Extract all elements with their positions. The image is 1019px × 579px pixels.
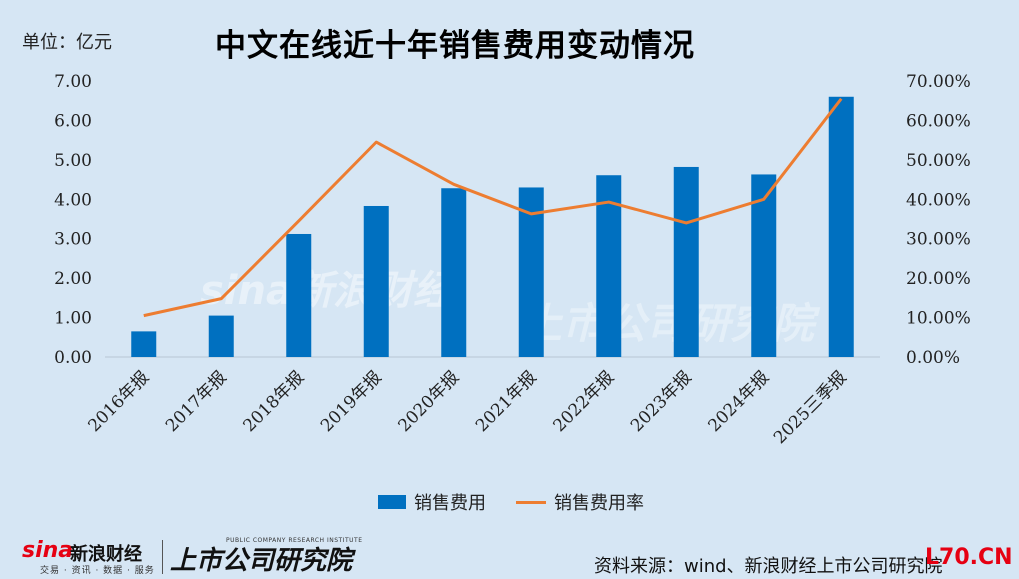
left-tick-label: 3.00 [54, 230, 92, 250]
category-label: 2017年报 [162, 367, 231, 436]
right-tick-label: 10.00% [906, 309, 971, 329]
legend-line-label: 销售费用率 [554, 493, 644, 514]
bar [131, 331, 157, 357]
research-logo: 上市公司研究院 [170, 546, 353, 576]
left-tick-label: 7.00 [54, 72, 92, 92]
bar [208, 315, 234, 357]
bar [751, 174, 777, 357]
category-label: 2022年报 [550, 367, 619, 436]
right-tick-label: 60.00% [906, 111, 971, 131]
logo-divider [162, 540, 163, 574]
category-label: 2024年报 [705, 367, 774, 436]
right-tick-label: 50.00% [906, 151, 971, 171]
rate-series-line [143, 97, 843, 318]
legend-line-swatch [516, 500, 546, 504]
legend-bar-label: 销售费用 [414, 493, 486, 514]
legend: 销售费用 销售费用率 [378, 489, 644, 515]
category-label: 2023年报 [627, 367, 696, 436]
category-label: 2019年报 [317, 367, 386, 436]
research-logo-tag: PUBLIC COMPANY RESEARCH INSTITUTE [226, 537, 363, 544]
right-tick-label: 40.00% [906, 190, 971, 210]
left-tick-label: 1.00 [54, 309, 92, 329]
legend-bar-swatch [378, 495, 406, 509]
right-tick-label: 20.00% [906, 269, 971, 289]
sina-logo: sina [22, 538, 74, 563]
left-tick-label: 4.00 [54, 190, 92, 210]
right-tick-label: 0.00% [906, 348, 960, 368]
unit-label: 单位：亿元 [22, 32, 112, 53]
left-tick-label: 0.00 [54, 348, 92, 368]
sina-logo-name: 新浪财经 [70, 544, 142, 565]
bar [828, 96, 854, 358]
bar [286, 233, 312, 357]
corner-tag: L70.CN [925, 545, 1013, 570]
right-tick-label: 30.00% [906, 230, 971, 250]
left-tick-label: 5.00 [54, 151, 92, 171]
category-label: 2021年报 [472, 367, 541, 436]
right-tick-label: 70.00% [906, 72, 971, 92]
source-note: 资料来源：wind、新浪财经上市公司研究院 [594, 556, 943, 577]
category-label: 2016年报 [85, 367, 154, 436]
category-label: 2025三季报 [770, 367, 851, 448]
bar [363, 205, 389, 357]
left-tick-label: 6.00 [54, 111, 92, 131]
category-label: 2020年报 [395, 367, 464, 436]
left-tick-label: 2.00 [54, 269, 92, 289]
sina-logo-tag: 交易 · 资讯 · 数据 · 服务 [40, 566, 155, 576]
category-label: 2018年报 [240, 367, 309, 436]
bar [518, 187, 544, 357]
bar [441, 188, 467, 357]
bar [673, 166, 699, 357]
chart-title: 中文在线近十年销售费用变动情况 [215, 28, 695, 64]
